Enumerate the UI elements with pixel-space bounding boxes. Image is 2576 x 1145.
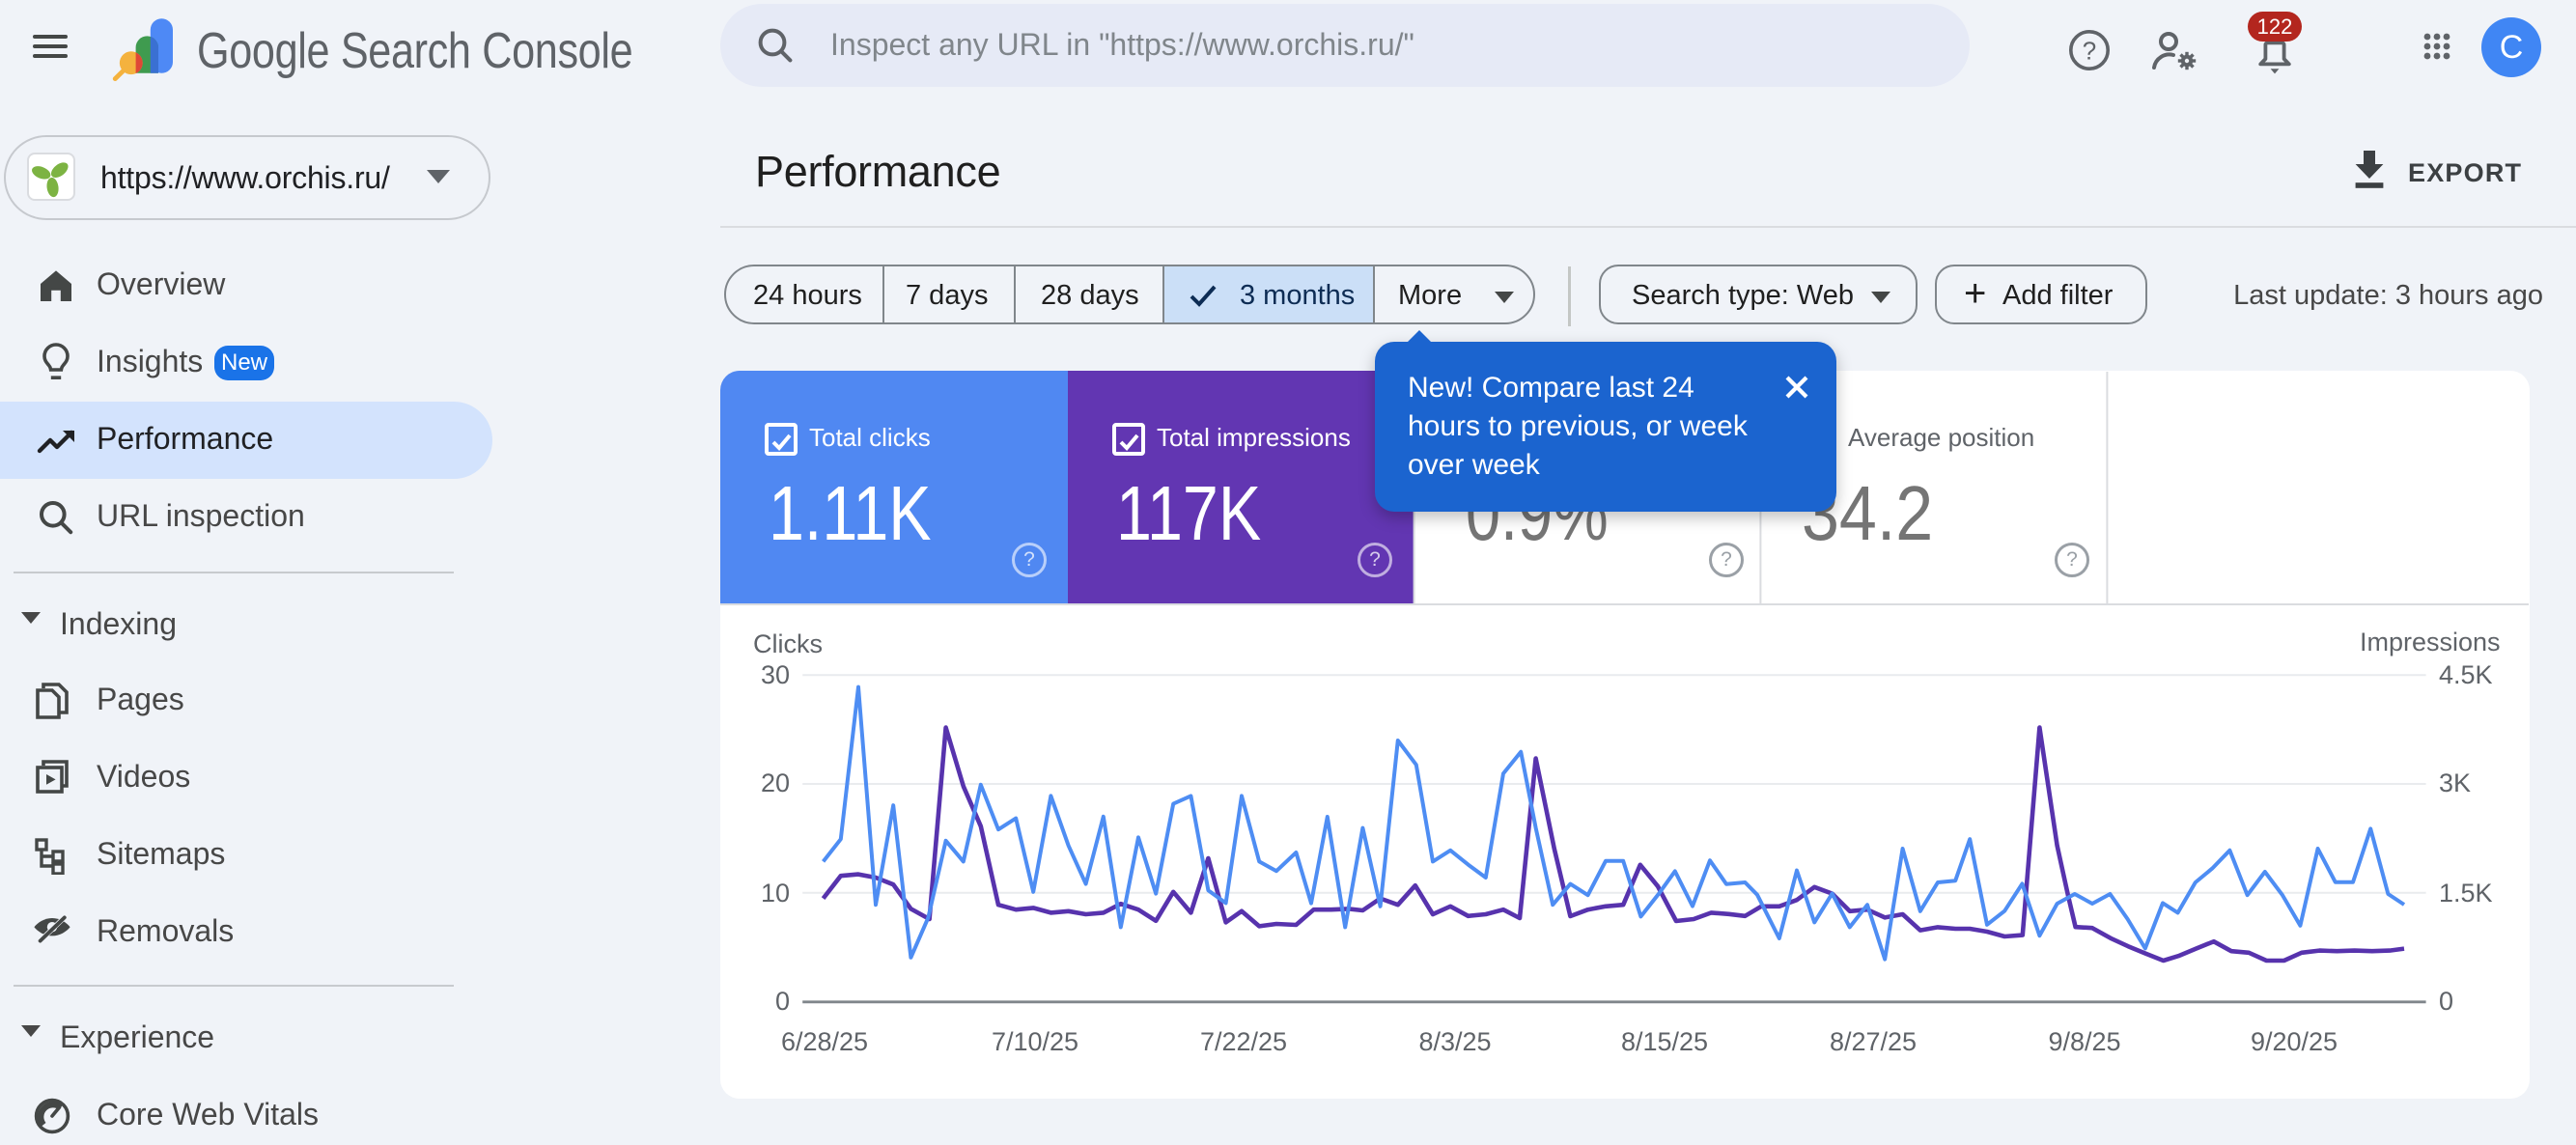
svg-text:?: ?	[2083, 37, 2096, 66]
